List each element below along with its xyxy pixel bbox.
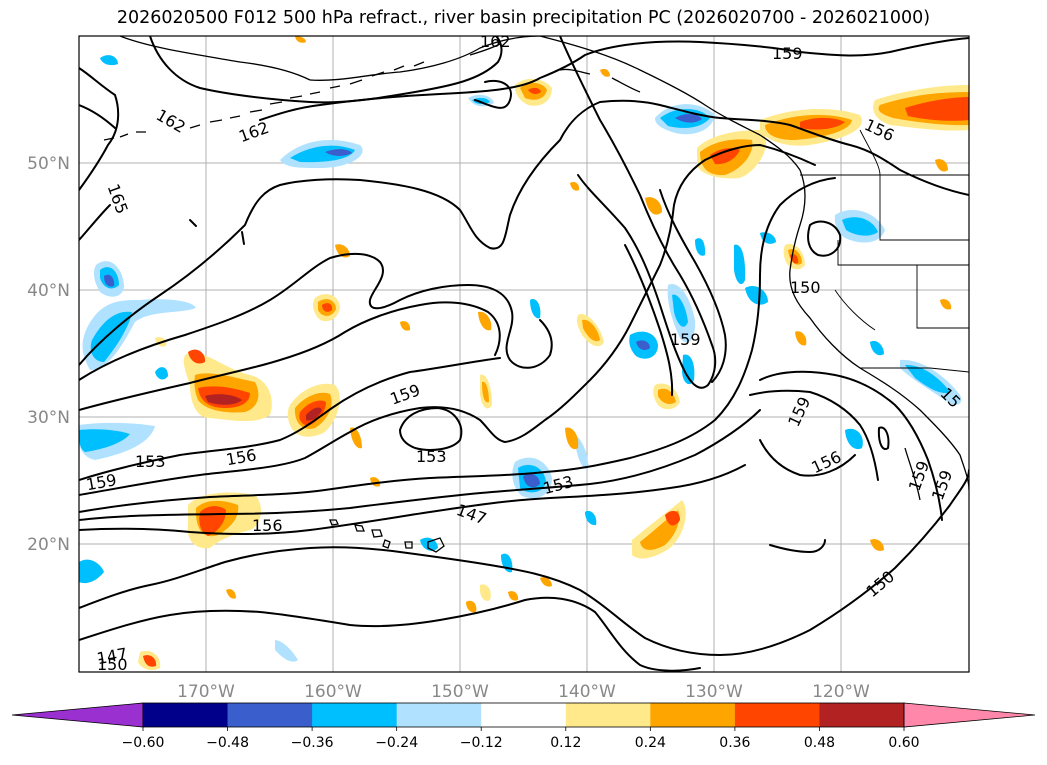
lon-label-170w: 170°W xyxy=(177,682,235,702)
lat-label-40n: 40°N xyxy=(27,281,70,301)
contour-label: 162 xyxy=(480,32,511,51)
lon-label-130w: 130°W xyxy=(685,682,743,702)
colorbar-tick-label: −0.36 xyxy=(291,735,334,751)
colorbar-frame xyxy=(142,702,905,728)
contour-label: 150 xyxy=(97,655,128,674)
precip-pc-fill xyxy=(79,36,969,670)
lat-label-50n: 50°N xyxy=(27,154,70,174)
colorbar-segment xyxy=(481,703,567,727)
contour-label: 153 xyxy=(135,452,166,471)
colorbar-segment xyxy=(565,703,651,727)
colorbar-tick-label: 0.60 xyxy=(888,735,919,751)
plot-frame xyxy=(78,35,970,673)
colorbar-segment xyxy=(650,703,736,727)
longitude-labels: 170°W 160°W 150°W 140°W 130°W 120°W xyxy=(177,682,870,702)
contour-label: 156 xyxy=(252,516,283,535)
map-title: 2026020500 F012 500 hPa refract., river … xyxy=(116,8,931,28)
colorbar-segment xyxy=(734,703,820,727)
colorbar-tick-label: −0.12 xyxy=(460,735,503,751)
colorbar-segment xyxy=(312,703,398,727)
colorbar-tick-label: 0.24 xyxy=(635,735,666,751)
refractivity-contours xyxy=(79,36,969,672)
colorbar-tick-label: 0.12 xyxy=(550,735,581,751)
lat-label-30n: 30°N xyxy=(27,408,70,428)
contour-label: 159 xyxy=(670,330,701,349)
colorbar-tick-label: 0.48 xyxy=(804,735,835,751)
colorbar-segment xyxy=(143,703,229,727)
colorbar-tick-label: −0.48 xyxy=(206,735,249,751)
coastlines xyxy=(103,36,969,553)
colorbar-extension-low xyxy=(11,702,144,728)
contour-label: 153 xyxy=(416,447,447,466)
lon-label-140w: 140°W xyxy=(558,682,616,702)
contour-label: 150 xyxy=(790,278,821,297)
colorbar-extension-high xyxy=(903,702,1036,728)
lon-label-150w: 150°W xyxy=(431,682,489,702)
colorbar-tick-label: 0.36 xyxy=(719,735,750,751)
colorbar-tick-label: −0.60 xyxy=(122,735,165,751)
contour-label: 159 xyxy=(772,44,803,63)
lon-label-120w: 120°W xyxy=(812,682,870,702)
lon-label-160w: 160°W xyxy=(304,682,362,702)
colorbar-segment xyxy=(819,703,905,727)
latitude-labels: 50°N 40°N 30°N 20°N xyxy=(27,154,70,555)
colorbar-tick-label: −0.24 xyxy=(375,735,418,751)
colorbar-segment xyxy=(396,703,482,727)
colorbar-segment xyxy=(227,703,313,727)
colorbar: −0.60 −0.48 −0.36 −0.24 −0.12 0.12 0.24 0.36 0.4… xyxy=(11,702,1036,751)
lat-label-20n: 20°N xyxy=(27,535,70,555)
